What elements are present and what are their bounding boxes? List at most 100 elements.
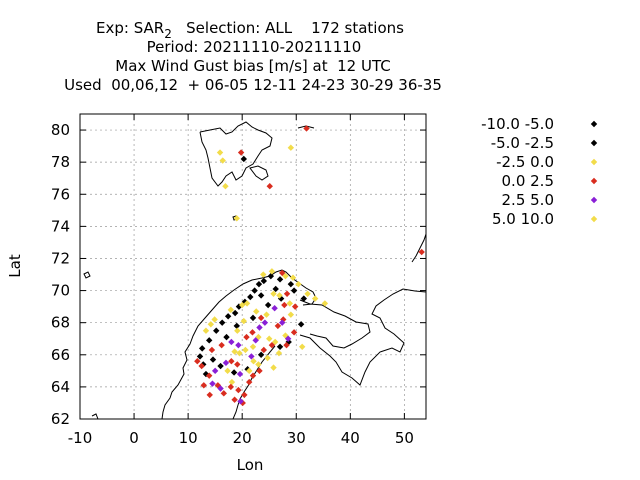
data-point (228, 358, 235, 365)
data-point (218, 319, 226, 326)
data-point (223, 333, 230, 341)
axis-ticks: -10 0 10 20 30 40 50 62 64 66 68 70 72 74 76 78 80 (51, 114, 426, 447)
data-point (291, 303, 299, 310)
title-line-1-tail: Selection: ALL 172 stations (172, 19, 404, 37)
data-point (217, 385, 224, 392)
data-point (249, 343, 257, 350)
data-point (278, 319, 286, 326)
data-point (224, 367, 231, 375)
y-tick-label: 62 (51, 410, 70, 428)
y-tick-label: 70 (51, 282, 70, 300)
data-point (289, 274, 297, 281)
data-point (249, 372, 257, 379)
data-point (202, 327, 210, 334)
data-point (311, 295, 319, 302)
legend-entry-label: 5.0 10.0 (492, 210, 554, 228)
data-point (283, 341, 290, 349)
data-point (200, 382, 208, 389)
coastline-kola (299, 299, 371, 349)
data-point (303, 125, 310, 132)
coastline-svalbard-east (249, 165, 269, 181)
data-point (278, 269, 286, 277)
y-tick-label: 74 (51, 217, 70, 235)
data-point (267, 272, 275, 280)
data-point (304, 290, 311, 297)
data-point (243, 300, 251, 307)
title-line-1: Exp: SAR2 Selection: ALL 172 stations (96, 19, 404, 41)
data-point (231, 396, 238, 403)
data-point (242, 346, 249, 354)
data-point (246, 367, 253, 375)
data-point (231, 309, 239, 317)
data-point (227, 306, 235, 314)
data-point (290, 329, 298, 336)
data-point (298, 343, 306, 350)
data-point (211, 367, 219, 375)
data-point (233, 215, 240, 222)
data-point (276, 276, 284, 283)
title-line-1-head: Exp: SAR (96, 19, 164, 37)
coastline-gulf-bothnia (232, 345, 276, 419)
data-point (264, 301, 272, 309)
data-point (284, 335, 292, 342)
data-point (216, 149, 224, 156)
data-point (297, 321, 305, 328)
coastline (83, 121, 426, 419)
data-point (217, 362, 224, 370)
data-point (237, 149, 245, 156)
data-point (282, 272, 289, 280)
data-point (209, 356, 217, 363)
data-point (275, 349, 283, 357)
data-point (235, 341, 242, 349)
x-tick-label: 30 (287, 429, 306, 447)
data-point (224, 313, 232, 320)
data-point (257, 292, 265, 299)
data-point (270, 364, 277, 371)
data-point (260, 346, 268, 354)
data-point (264, 354, 271, 362)
legend-entry-label: -2.5 0.0 (496, 153, 554, 171)
y-tick-label: 66 (51, 346, 70, 364)
data-point (257, 314, 265, 322)
data-point (236, 370, 244, 378)
data-point (240, 317, 248, 325)
data-point (261, 319, 269, 326)
chart-title: Exp: SAR2 Selection: ALL 172 stations Pe… (64, 19, 442, 94)
data-point (283, 290, 291, 297)
data-point (255, 280, 263, 288)
data-point (248, 353, 255, 360)
data-point (228, 338, 235, 346)
x-tick-label: 40 (341, 429, 360, 447)
data-point (214, 382, 222, 389)
x-tick-label: -10 (68, 429, 93, 447)
data-point (236, 349, 243, 357)
data-point (198, 362, 205, 370)
data-point (251, 287, 258, 294)
data-point (211, 316, 218, 323)
data-point (219, 157, 226, 164)
legend-entry-marker (590, 139, 598, 147)
data-point (287, 280, 295, 288)
title-line-3: Max Wind Gust bias [m/s] at 12 UTC (115, 57, 390, 75)
data-point (268, 268, 276, 275)
x-tick-label: 20 (233, 429, 252, 447)
data-point (235, 386, 242, 394)
data-point (196, 353, 204, 360)
title-line-2: Period: 20211110-20211110 (147, 38, 362, 56)
coastline-white-sea (299, 288, 426, 386)
data-point (270, 290, 277, 297)
data-point (256, 367, 263, 375)
data-point (240, 155, 248, 163)
data-point (295, 280, 302, 288)
legend-entry-marker (590, 120, 598, 128)
legend-entry-marker (590, 215, 598, 223)
data-point (213, 327, 220, 334)
data-points (194, 125, 425, 407)
data-point (287, 311, 295, 318)
data-point (220, 390, 228, 397)
legend-entry-label: 0.0 2.5 (502, 172, 554, 190)
legend-entry-label: 2.5 5.0 (502, 191, 554, 209)
data-point (249, 314, 257, 322)
data-point (252, 337, 259, 344)
